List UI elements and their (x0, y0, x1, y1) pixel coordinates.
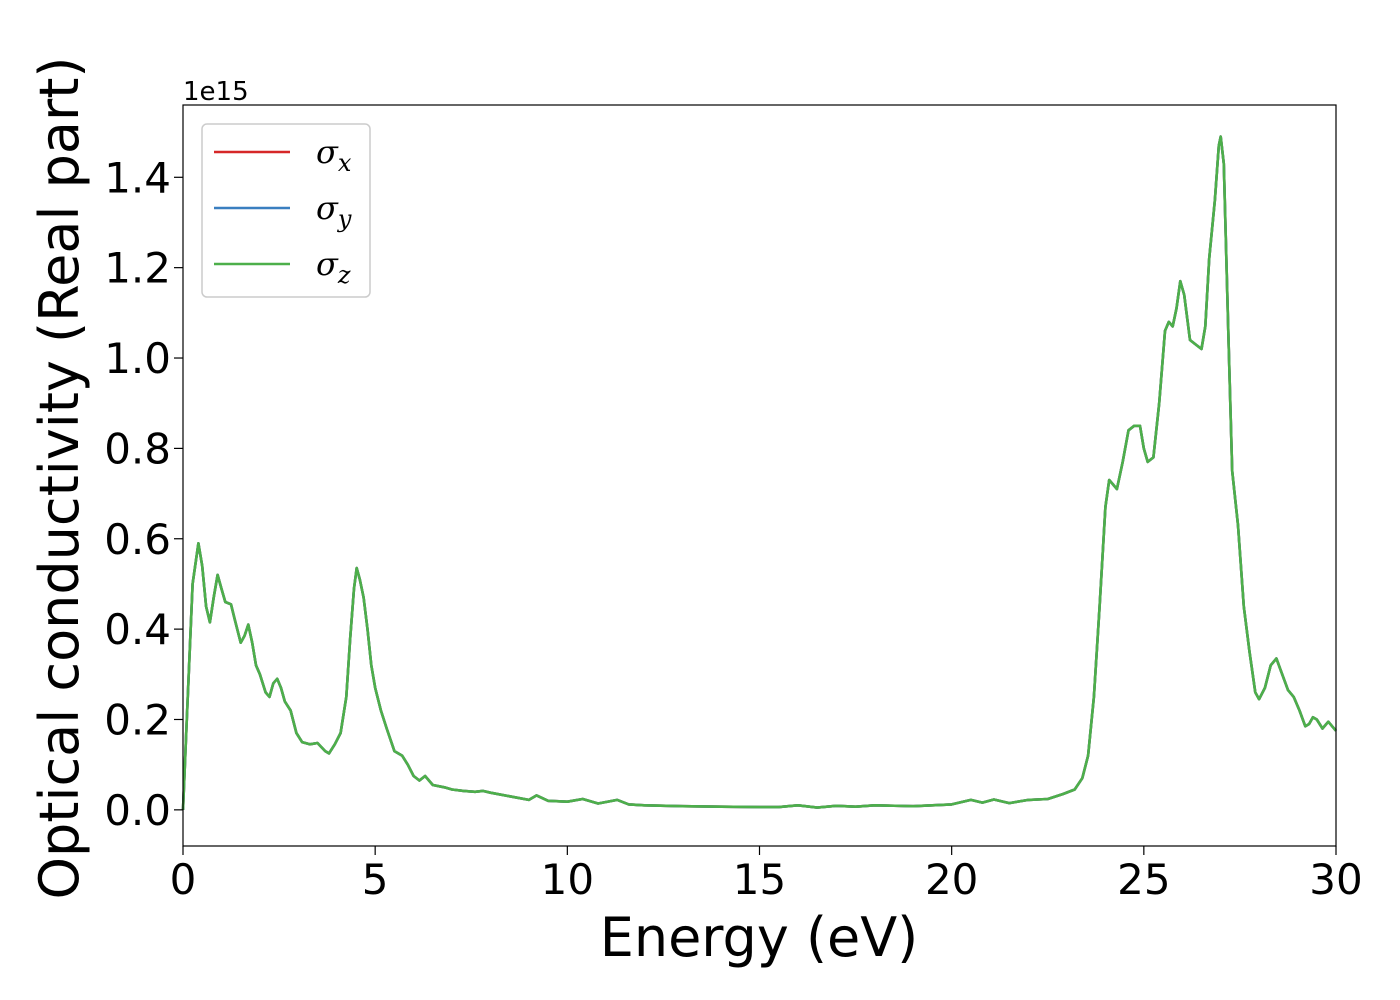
y-tick-label: 1.2 (104, 244, 171, 293)
series-layer (181, 135, 1337, 810)
y-axis: 0.0 0.2 0.4 0.6 0.8 1.0 1.2 1.4 (104, 153, 183, 835)
x-axis-title: Energy (eV) (600, 906, 919, 969)
y-tick-label: 1.0 (104, 334, 171, 383)
y-tick-label: 0.6 (104, 515, 171, 564)
x-tick-label: 20 (925, 855, 978, 904)
x-tick-label: 15 (733, 855, 786, 904)
x-tick-label: 10 (541, 855, 594, 904)
y-tick-label: 1.4 (104, 153, 171, 202)
y-tick-label: 0.8 (104, 424, 171, 473)
y-axis-title: Optical conductivity (Real part) (28, 57, 91, 900)
x-tick-label: 25 (1117, 855, 1170, 904)
x-tick-label: 5 (362, 855, 389, 904)
x-axis: 0 5 10 15 20 25 30 (170, 846, 1363, 904)
legend-box (201, 123, 371, 298)
y-offset-label: 1e15 (183, 77, 249, 107)
x-tick-label: 30 (1309, 855, 1362, 904)
y-tick-label: 0.4 (104, 605, 171, 654)
y-tick-label: 0.0 (104, 786, 171, 835)
y-tick-label: 0.2 (104, 695, 171, 744)
x-tick-label: 0 (170, 855, 197, 904)
series-line-3 (181, 135, 1337, 810)
